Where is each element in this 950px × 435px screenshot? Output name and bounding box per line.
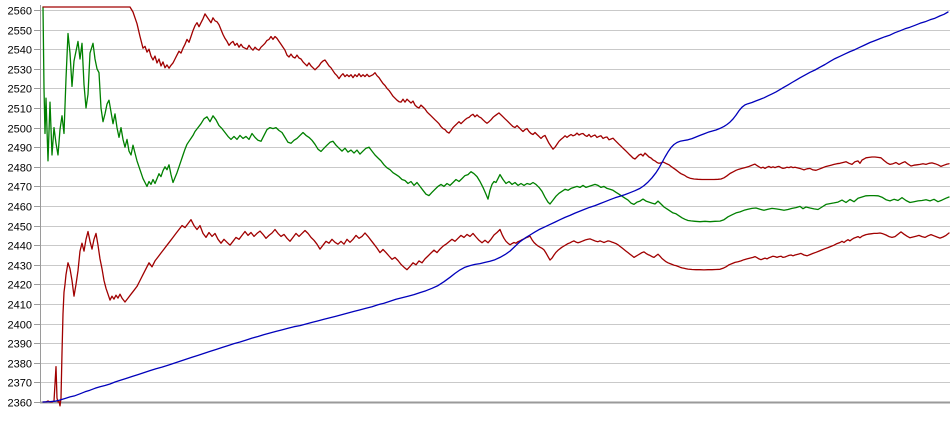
y-axis-tick-label: 2530 — [8, 65, 32, 77]
y-axis-tick-label: 2400 — [8, 320, 32, 332]
y-axis-tick-label: 2370 — [8, 378, 32, 390]
y-axis-tick-label: 2430 — [8, 261, 32, 273]
y-axis-tick-label: 2470 — [8, 182, 32, 194]
series-red-upper-line — [42, 6, 950, 181]
y-axis-tick-label: 2360 — [8, 398, 32, 410]
y-axis-tick-label: 2480 — [8, 163, 32, 175]
y-axis-tick-label: 2560 — [8, 6, 32, 18]
series-red-lower-line — [42, 219, 950, 407]
y-axis-tick-label: 2420 — [8, 280, 32, 292]
y-axis-tick-label: 2540 — [8, 45, 32, 57]
y-axis-tick-label: 2550 — [8, 26, 32, 38]
y-axis-tick-label: 2510 — [8, 104, 32, 116]
y-axis-tick-label: 2500 — [8, 124, 32, 136]
y-axis-tick-label: 2520 — [8, 84, 32, 96]
y-axis-tick-label: 2380 — [8, 359, 32, 371]
series-green-line — [42, 6, 950, 223]
y-axis-tick-label: 2390 — [8, 339, 32, 351]
y-axis-tick-label: 2490 — [8, 143, 32, 155]
y-axis-tick-label: 2450 — [8, 222, 32, 234]
y-axis-tick-label: 2440 — [8, 241, 32, 253]
y-axis-tick-label: 2410 — [8, 300, 32, 312]
y-axis-tick-label: 2460 — [8, 202, 32, 214]
series-blue-line — [42, 11, 949, 403]
